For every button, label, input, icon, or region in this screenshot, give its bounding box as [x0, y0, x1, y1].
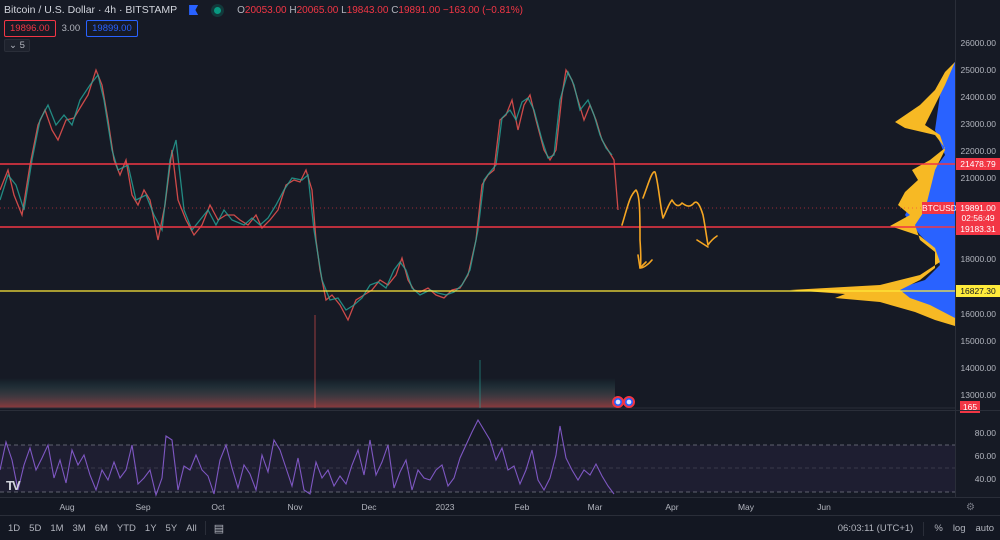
range-1m[interactable]: 1M	[50, 522, 64, 534]
log-toggle[interactable]: log	[952, 523, 966, 534]
time-label: Nov	[287, 502, 303, 512]
range-3m[interactable]: 3M	[72, 522, 86, 534]
time-label: Dec	[361, 502, 377, 512]
percent-toggle[interactable]: %	[934, 523, 943, 534]
price-label: 25000.00	[960, 65, 996, 75]
tradingview-logo[interactable]: TV	[6, 478, 21, 493]
price-label: 15000.00	[960, 336, 996, 346]
price-label: 16000.00	[960, 309, 996, 319]
time-label: Apr	[665, 502, 679, 512]
chevron-down-icon: ⌄	[9, 40, 17, 51]
range-ytd[interactable]: YTD	[116, 522, 136, 534]
symbol-legend[interactable]: Bitcoin / U.S. Dollar · 4h · BITSTAMP O2…	[4, 4, 523, 16]
range-6m[interactable]: 6M	[94, 522, 108, 534]
resistance-price-tag: 21478.79	[956, 158, 1000, 170]
rsi-label: 80.00	[974, 428, 996, 438]
freehand-annotation[interactable]	[621, 171, 718, 269]
divider	[923, 521, 925, 536]
bid-ask-panel: 19896.00 3.00 19899.00	[4, 20, 138, 37]
time-label: Jun	[817, 502, 831, 512]
time-label: Sep	[135, 502, 151, 512]
time-label: Aug	[59, 502, 75, 512]
symbol-tag: BTCUSD	[922, 202, 957, 214]
price-label: 18000.00	[960, 254, 996, 264]
go-to-date-icon[interactable]: ▤	[213, 522, 225, 535]
bar-countdown: 02:56:49	[956, 212, 1000, 224]
symbol-title[interactable]: Bitcoin / U.S. Dollar · 4h · BITSTAMP	[4, 4, 178, 16]
rsi-pane[interactable]	[0, 411, 955, 497]
event-flag-icon[interactable]	[623, 396, 635, 408]
price-label: 26000.00	[960, 38, 996, 48]
range-1y[interactable]: 1Y	[144, 522, 157, 534]
rsi-label: 60.00	[974, 451, 996, 461]
price-axis[interactable]: USD ⌄ 26000.00 25000.00 24000.00 23000.0…	[955, 0, 1000, 497]
auto-toggle[interactable]: auto	[975, 523, 995, 534]
support-price-tag: 19183.31	[956, 223, 1000, 235]
indicators-toggle[interactable]: ⌄ 5	[4, 39, 30, 52]
range-all[interactable]: All	[186, 522, 197, 534]
price-label: 14000.00	[960, 363, 996, 373]
range-5d[interactable]: 5D	[29, 522, 42, 534]
range-5y[interactable]: 5Y	[165, 522, 178, 534]
price-label: 22000.00	[960, 146, 996, 156]
price-label: 21000.00	[960, 173, 996, 183]
poc-price-tag: 16827.30	[956, 285, 1000, 297]
ohlc-values: O20053.00 H20065.00 L19843.00 C19891.00 …	[237, 4, 523, 16]
sell-button[interactable]: 19896.00	[4, 20, 56, 37]
bottom-toolbar: 1D 5D 1M 3M 6M YTD 1Y 5Y All ▤ 06:03:11 …	[0, 515, 1000, 540]
price-label: 23000.00	[960, 119, 996, 129]
time-label: 2023	[435, 502, 455, 512]
range-1d[interactable]: 1D	[8, 522, 21, 534]
chart-canvas[interactable]	[0, 0, 955, 497]
settings-gear-icon[interactable]: ⚙	[966, 502, 975, 513]
time-label: Feb	[514, 502, 530, 512]
price-label: 24000.00	[960, 92, 996, 102]
flag-icon[interactable]	[189, 5, 199, 15]
market-status-icon	[214, 6, 222, 14]
volume-tag: 165	[960, 401, 980, 413]
time-axis[interactable]: Aug Sep Oct Nov Dec 2023 Feb Mar Apr May…	[0, 497, 1000, 515]
divider	[204, 521, 206, 535]
pane-separator[interactable]	[0, 410, 1000, 411]
time-label: May	[737, 502, 755, 512]
price-label: 13000.00	[960, 390, 996, 400]
price-series	[0, 68, 619, 322]
buy-button[interactable]: 19899.00	[86, 20, 138, 37]
main-chart-pane[interactable]: Bitcoin / U.S. Dollar · 4h · BITSTAMP O2…	[0, 0, 955, 497]
time-label: Mar	[587, 502, 603, 512]
rsi-label: 40.00	[974, 474, 996, 484]
volume-bars	[0, 315, 955, 409]
spread-value: 3.00	[61, 23, 81, 34]
time-label: Oct	[211, 502, 225, 512]
volume-profile	[790, 62, 955, 326]
clock[interactable]: 06:03:11 (UTC+1)	[837, 523, 914, 534]
last-price-tag: 19891.00	[956, 202, 1000, 214]
rsi-line	[0, 418, 615, 497]
